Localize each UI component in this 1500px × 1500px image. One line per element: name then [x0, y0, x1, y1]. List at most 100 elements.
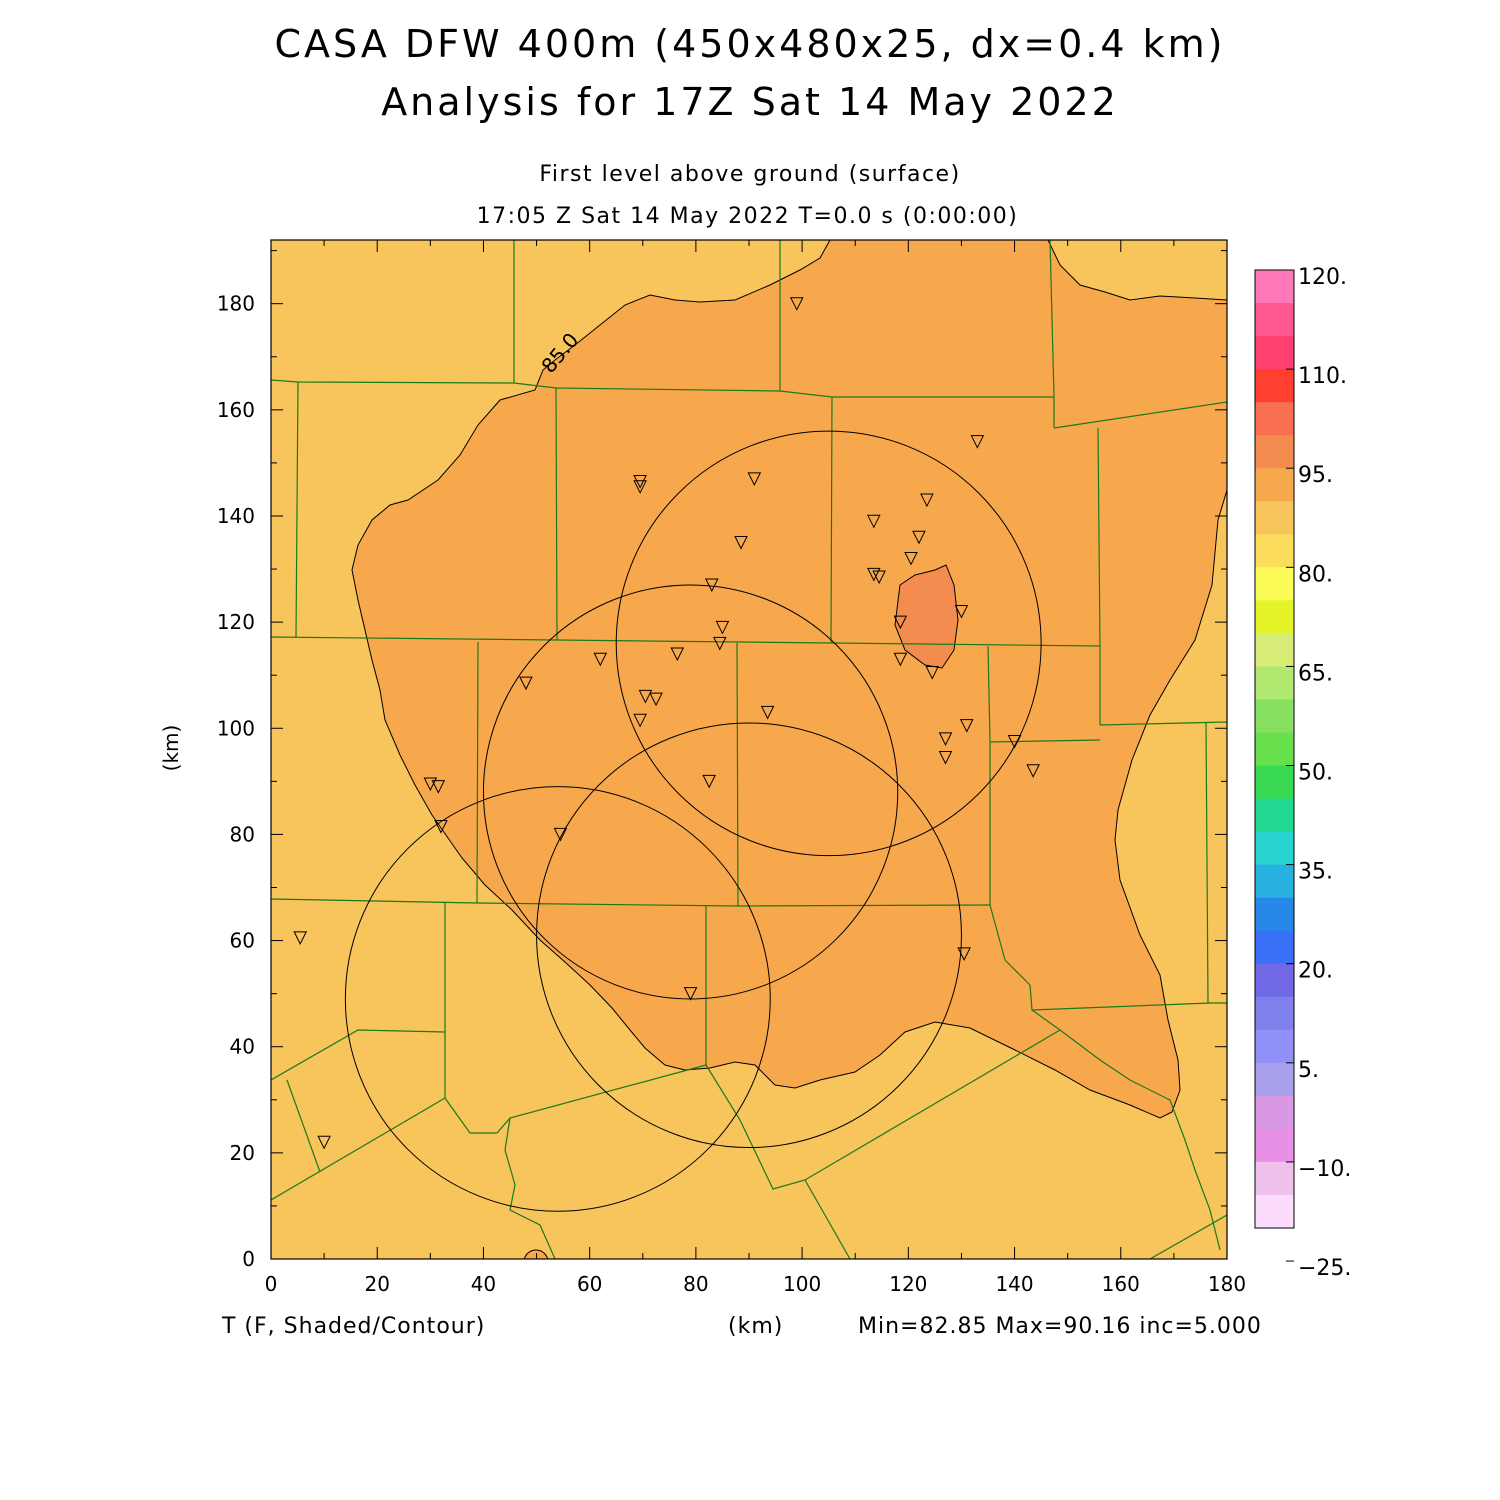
x-axis-label: (km) — [728, 1314, 784, 1339]
radar-ring — [536, 722, 962, 1149]
station-marker — [670, 647, 685, 662]
colorbar-label: 120. — [1298, 265, 1347, 290]
station-marker — [734, 536, 748, 550]
station-marker — [683, 987, 698, 1001]
level-subtitle: First level above ground (surface) — [539, 162, 961, 187]
y-axis-label: (km) — [159, 725, 183, 772]
station-marker — [867, 514, 881, 529]
station-marker — [904, 551, 918, 566]
colorbar-swatch — [1255, 600, 1294, 634]
colorbar-swatch — [1255, 303, 1294, 337]
colorbar-label: −25. — [1298, 1256, 1351, 1281]
y-tick-label: 160 — [217, 398, 255, 422]
colorbar-label: 20. — [1298, 959, 1333, 984]
colorbar-label: 110. — [1298, 364, 1347, 389]
colorbar-swatch — [1255, 930, 1294, 965]
x-tick-labels: 0 20 40 60 80 100 120 140 160 180 — [265, 1272, 1246, 1296]
colorbar-swatch — [1255, 501, 1294, 535]
colorbar-swatch — [1255, 897, 1294, 932]
station-marker — [925, 666, 940, 680]
colorbar-swatch — [1255, 633, 1294, 667]
colorbar-swatch — [1255, 765, 1294, 800]
y-tick-label: 20 — [230, 1141, 255, 1165]
colorbar-label: 95. — [1298, 463, 1333, 488]
colorbar-swatch — [1255, 996, 1294, 1031]
station-marker — [423, 777, 438, 792]
station-marker — [553, 827, 568, 842]
station-marker — [1007, 735, 1022, 749]
colorbar-swatch — [1255, 732, 1294, 767]
colorbar-swatch — [1255, 402, 1294, 436]
station-marker — [912, 530, 926, 545]
map-title-line2: Analysis for 17Z Sat 14 May 2022 — [381, 80, 1119, 124]
station-marker — [920, 493, 934, 508]
y-tick-label: 100 — [217, 716, 255, 740]
colorbar-swatch — [1255, 1161, 1294, 1196]
colorbar-swatch — [1255, 699, 1294, 733]
x-tick-label: 100 — [783, 1272, 821, 1296]
colorbar-label: 65. — [1298, 661, 1333, 686]
station-marker — [957, 947, 971, 961]
x-tick-label: 140 — [995, 1272, 1033, 1296]
station-marker — [893, 615, 908, 630]
radar-ring — [615, 430, 1042, 857]
x-tick-label: 20 — [364, 1272, 389, 1296]
colorbar-swatch — [1255, 567, 1294, 601]
region-85-90 — [351, 240, 1227, 1119]
y-tick-label: 0 — [242, 1247, 255, 1271]
station-marker — [938, 750, 953, 765]
x-tick-label: 60 — [577, 1272, 602, 1296]
colorbar-swatch — [1255, 963, 1294, 998]
colorbar-swatch — [1255, 666, 1294, 700]
station-marker — [872, 570, 886, 585]
station-marker — [893, 652, 908, 667]
x-tick-label: 80 — [683, 1272, 708, 1296]
x-tick-label: 0 — [265, 1272, 278, 1296]
colorbar-swatch — [1255, 336, 1294, 370]
map-title-line1: CASA DFW 400m (450x480x25, dx=0.4 km) — [274, 22, 1226, 66]
region-90-95 — [894, 564, 959, 669]
station-marker — [789, 297, 804, 311]
colorbar-label: 80. — [1298, 562, 1333, 587]
y-tick-label: 140 — [217, 504, 255, 528]
station-marker — [317, 1135, 331, 1150]
colorbar-frame — [1254, 269, 1295, 1229]
colorbar-swatch — [1255, 468, 1294, 502]
y-tick-label: 120 — [217, 610, 255, 634]
station-marker — [633, 480, 647, 494]
colorbar-swatch — [1255, 435, 1294, 469]
x-tick-label: 160 — [1102, 1272, 1140, 1296]
station-marker — [649, 692, 663, 707]
station-marker — [938, 732, 953, 747]
colorbar-swatch — [1255, 270, 1294, 304]
station-marker — [633, 474, 647, 489]
colorbar-swatch — [1255, 534, 1294, 568]
y-tick-label: 40 — [230, 1035, 255, 1059]
x-tick-label: 120 — [889, 1272, 927, 1296]
station-marker — [431, 780, 446, 794]
station-marker — [970, 435, 985, 449]
station-marker — [434, 819, 448, 834]
colorbar-swatch — [1255, 831, 1294, 866]
station-marker — [867, 567, 881, 582]
colorbar-swatch — [1255, 1194, 1294, 1229]
colorbar-swatch — [1255, 1062, 1294, 1097]
station-marker — [705, 578, 719, 593]
colorbar-swatch — [1255, 1128, 1294, 1163]
y-tick-label: 60 — [230, 929, 255, 953]
bottom-contour — [523, 1249, 549, 1259]
y-tick-label: 180 — [217, 292, 255, 316]
y-tick-label: 80 — [230, 822, 255, 846]
station-marker — [519, 676, 533, 691]
colorbar-label: −10. — [1298, 1157, 1351, 1182]
station-marker — [954, 605, 969, 619]
y-tick-labels: 0 20 40 60 80 100 120 140 160 180 — [217, 292, 255, 1271]
station-marker — [1026, 764, 1040, 778]
station-marker — [959, 719, 974, 733]
station-marker — [715, 620, 730, 635]
axis-ticks — [270, 240, 1228, 1260]
colorbar-labels: 120. 110. 95. 80. 65. 50. 35. 20. 5. −10. −25. — [1298, 265, 1351, 1281]
radar-ring — [344, 786, 771, 1212]
colorbar-swatch — [1255, 1029, 1294, 1064]
colorbar-label: 50. — [1298, 761, 1333, 786]
